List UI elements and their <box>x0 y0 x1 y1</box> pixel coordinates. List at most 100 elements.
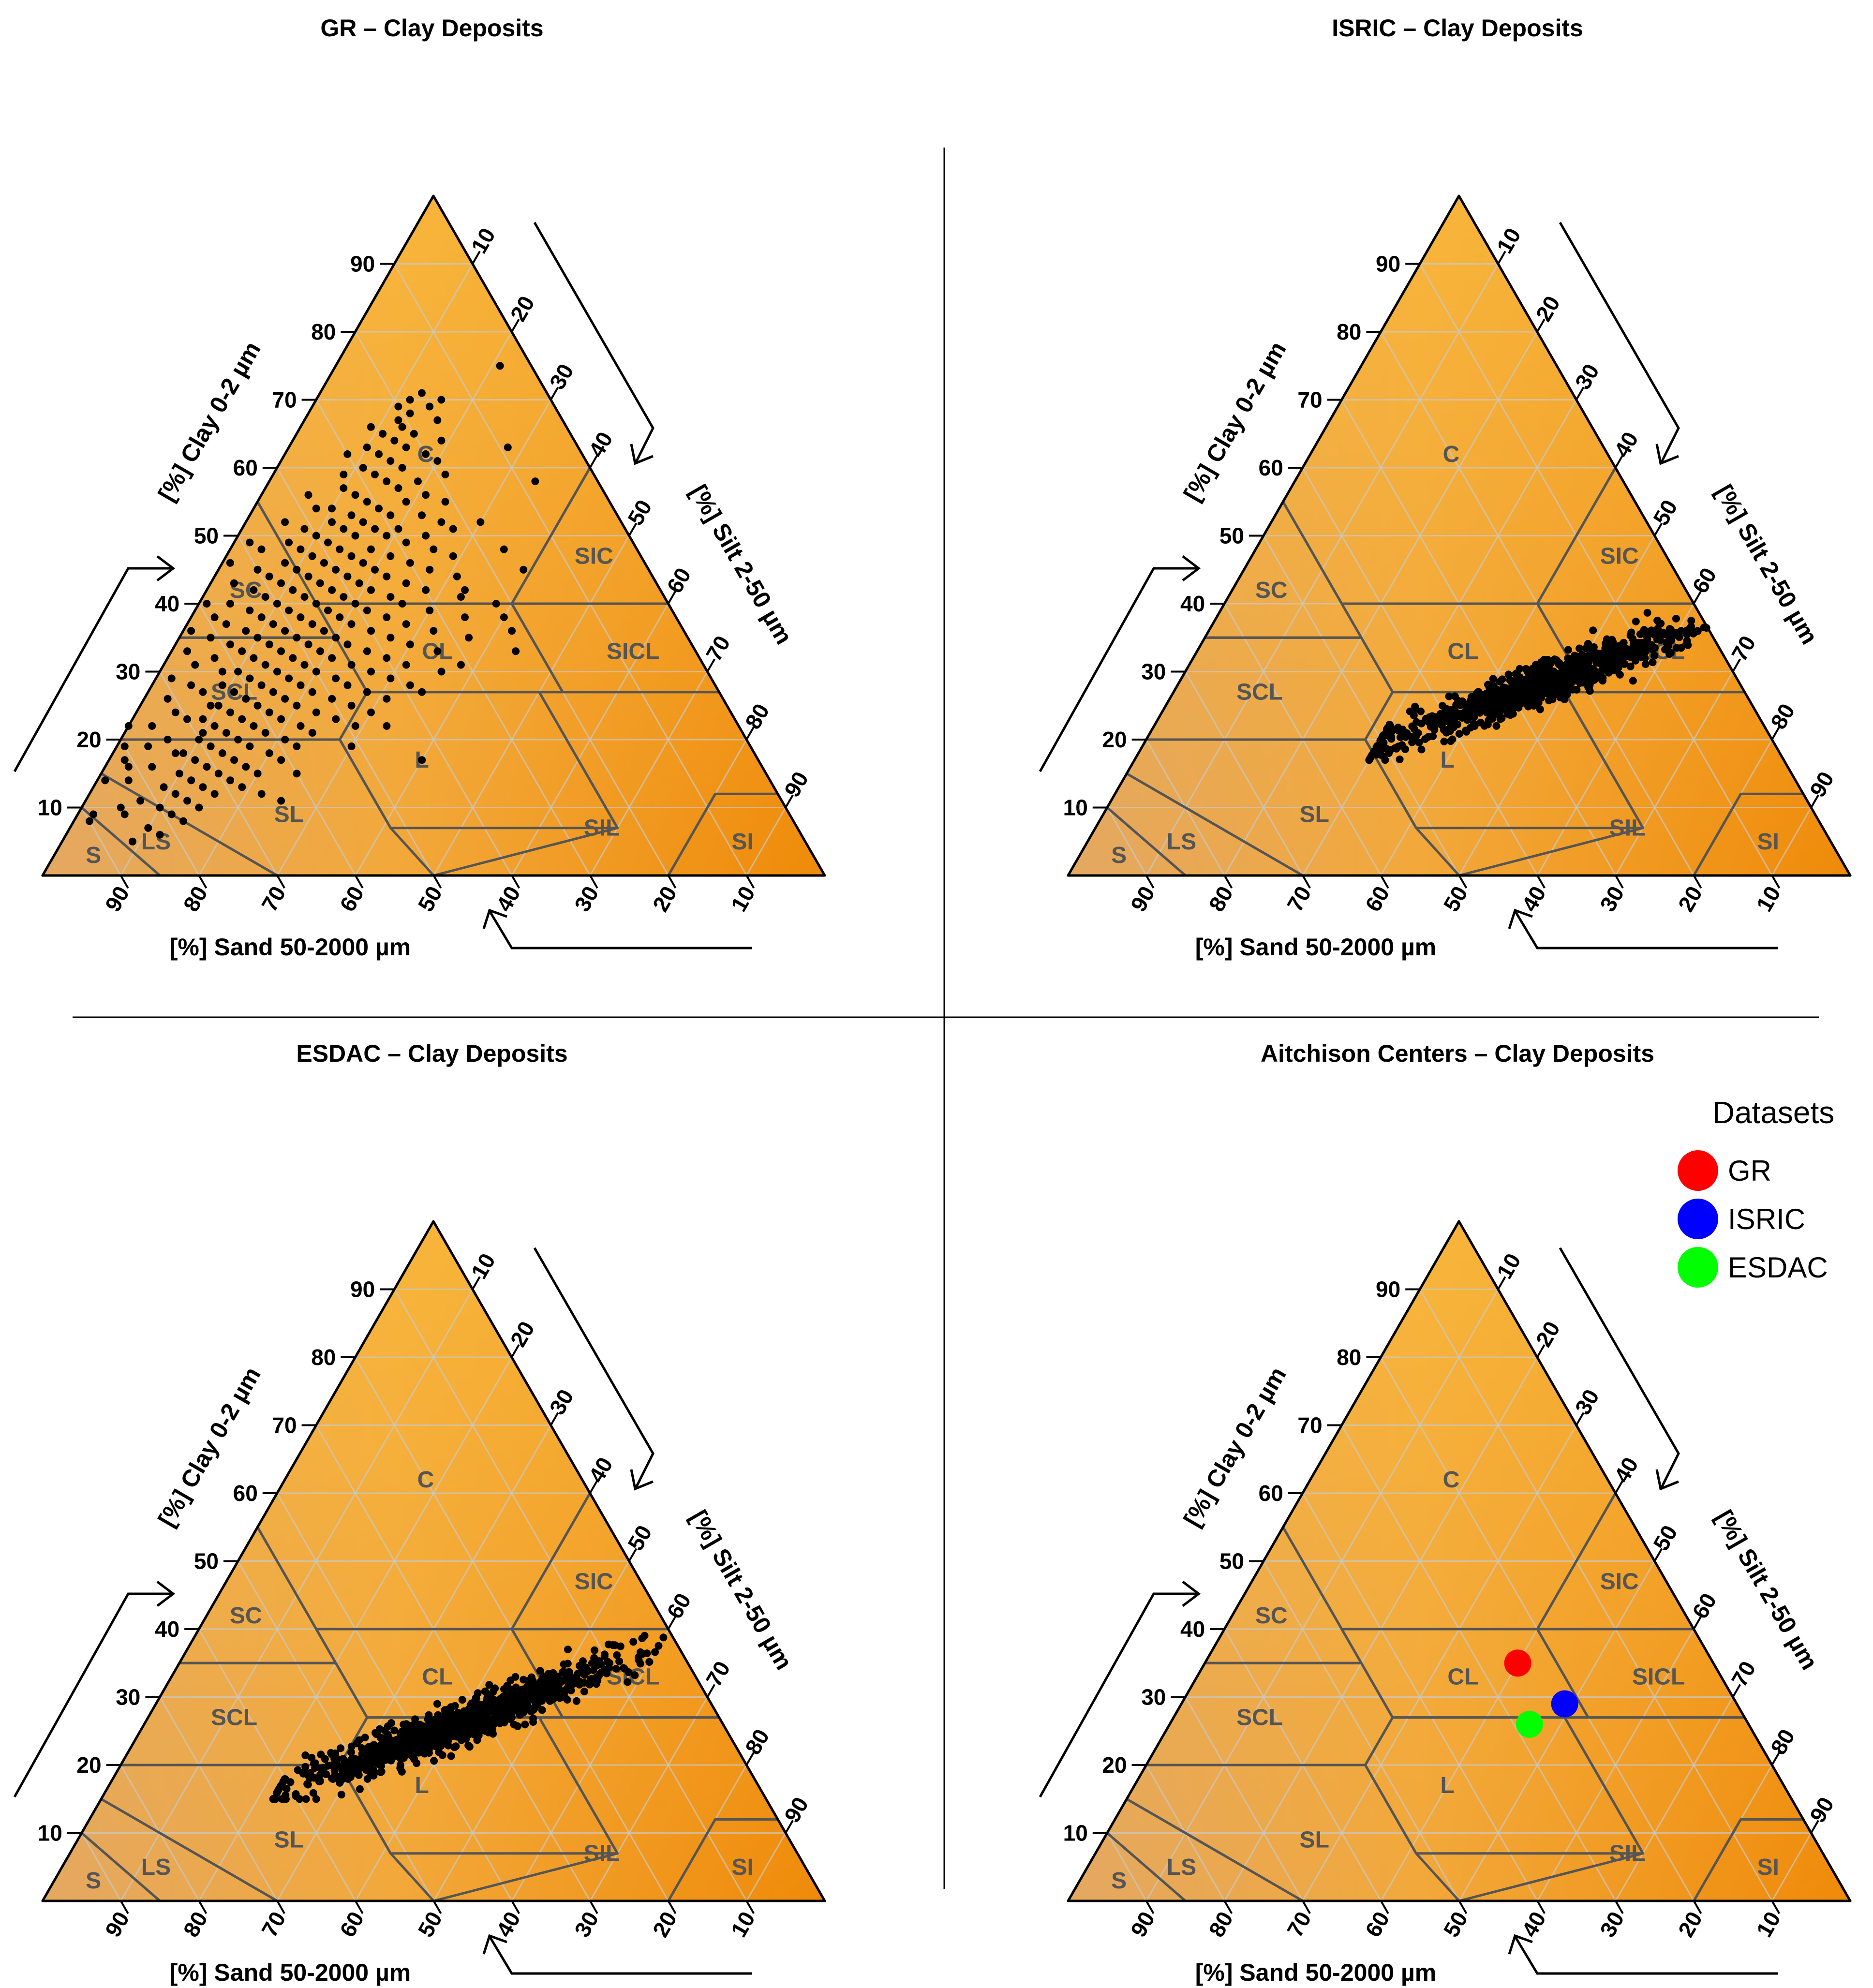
data-point <box>277 715 285 723</box>
sand-tick-label: 30 <box>1595 1907 1629 1941</box>
clay-tick-label: 20 <box>76 727 101 752</box>
data-point <box>336 545 344 553</box>
data-point <box>207 701 215 710</box>
silt-tick <box>550 386 559 401</box>
data-point <box>363 647 371 655</box>
silt-tick <box>472 1276 481 1290</box>
data-point <box>199 688 207 696</box>
data-point <box>218 668 226 676</box>
data-point <box>327 1749 335 1757</box>
class-label-scl: SCL <box>1236 1705 1283 1731</box>
grid-line-sand <box>1419 263 1773 876</box>
panel-esdac: ESDAC – Clay DepositsCSICSCCLSICLSCLLSIL… <box>13 1040 826 1986</box>
silt-tick <box>1653 522 1663 536</box>
sand-tick <box>1302 1900 1311 1914</box>
class-label-l: L <box>1440 1773 1454 1798</box>
silt-tick <box>706 1684 716 1698</box>
clay-tick-label: 60 <box>1259 455 1283 480</box>
grid-line-silt <box>511 603 669 876</box>
data-point <box>230 688 238 696</box>
data-point <box>401 1745 410 1753</box>
data-point <box>207 634 215 642</box>
data-point <box>316 647 324 655</box>
clay-tick-label: 40 <box>1180 1617 1205 1642</box>
silt-tick <box>1732 1684 1741 1698</box>
data-point <box>1626 662 1635 670</box>
silt-tick <box>706 658 716 672</box>
data-point <box>269 620 277 628</box>
data-point <box>344 1769 353 1778</box>
data-point <box>1411 702 1419 711</box>
sand-tick <box>1693 875 1702 889</box>
data-point <box>437 436 446 445</box>
data-point <box>461 586 469 594</box>
data-point <box>381 1756 389 1764</box>
data-point <box>203 600 211 608</box>
data-point <box>312 532 320 540</box>
data-point <box>359 464 367 472</box>
clay-tick-label: 90 <box>350 252 375 277</box>
data-point <box>340 471 348 478</box>
sand-arrow-head <box>1508 1934 1533 1955</box>
data-point <box>394 484 402 492</box>
grid-line-sand <box>315 399 591 876</box>
data-point <box>308 1753 316 1762</box>
data-point <box>246 674 254 682</box>
silt-tick <box>1693 1616 1702 1630</box>
sand-arrow-head <box>1508 908 1533 929</box>
data-point <box>398 464 406 472</box>
sand-axis-label: [%] Sand 50-2000 µm <box>170 1959 411 1986</box>
sand-tick <box>1223 1900 1233 1914</box>
data-point <box>377 1768 385 1776</box>
data-point <box>402 498 410 506</box>
data-point <box>328 586 336 594</box>
class-label-sic: SIC <box>1600 544 1639 569</box>
data-point <box>516 1711 524 1719</box>
legend-title: Datasets <box>1712 1095 1835 1130</box>
data-point <box>1665 625 1674 633</box>
data-point <box>521 1721 529 1729</box>
silt-axis-label: [%] Silt 2-50 µm <box>1710 1506 1823 1675</box>
data-point <box>1388 727 1396 735</box>
data-point <box>1640 626 1648 634</box>
data-point <box>257 790 266 798</box>
sand-tick <box>355 1900 364 1914</box>
data-point <box>289 586 297 594</box>
class-label-sc: SC <box>1255 578 1288 603</box>
data-point <box>375 504 383 513</box>
silt-tick-label: 80 <box>1766 1725 1800 1759</box>
silt-tick-label: 70 <box>1726 1657 1761 1691</box>
data-point <box>363 1775 372 1783</box>
data-point <box>308 688 316 696</box>
silt-tick-label: 80 <box>740 699 774 733</box>
sand-tick <box>1771 1900 1781 1914</box>
data-point <box>1493 697 1501 705</box>
data-point <box>175 770 183 778</box>
data-point <box>183 797 192 805</box>
data-point <box>336 613 344 622</box>
data-point <box>605 1659 613 1667</box>
sand-tick-label: 90 <box>1126 882 1160 916</box>
data-point <box>273 668 281 676</box>
data-point <box>293 701 301 710</box>
data-point <box>1377 736 1385 744</box>
data-point <box>383 532 391 540</box>
data-point <box>1492 722 1501 730</box>
class-label-si: SI <box>1757 1854 1779 1880</box>
grid-line-sand <box>1341 399 1617 876</box>
silt-tick-label: 60 <box>1687 1589 1722 1623</box>
sand-tick <box>1536 875 1546 889</box>
data-point <box>238 647 246 655</box>
class-label-sl: SL <box>1300 1827 1329 1853</box>
data-point <box>199 783 207 791</box>
sand-arrow <box>489 1936 752 1975</box>
data-point <box>1690 627 1698 636</box>
data-point <box>1531 677 1539 685</box>
data-point <box>340 525 348 533</box>
sand-arrow-head <box>482 1934 507 1955</box>
data-point <box>367 423 375 431</box>
silt-tick-label: 70 <box>701 1657 735 1691</box>
data-point <box>332 715 340 723</box>
data-point <box>226 776 234 785</box>
silt-tick <box>1614 455 1624 468</box>
